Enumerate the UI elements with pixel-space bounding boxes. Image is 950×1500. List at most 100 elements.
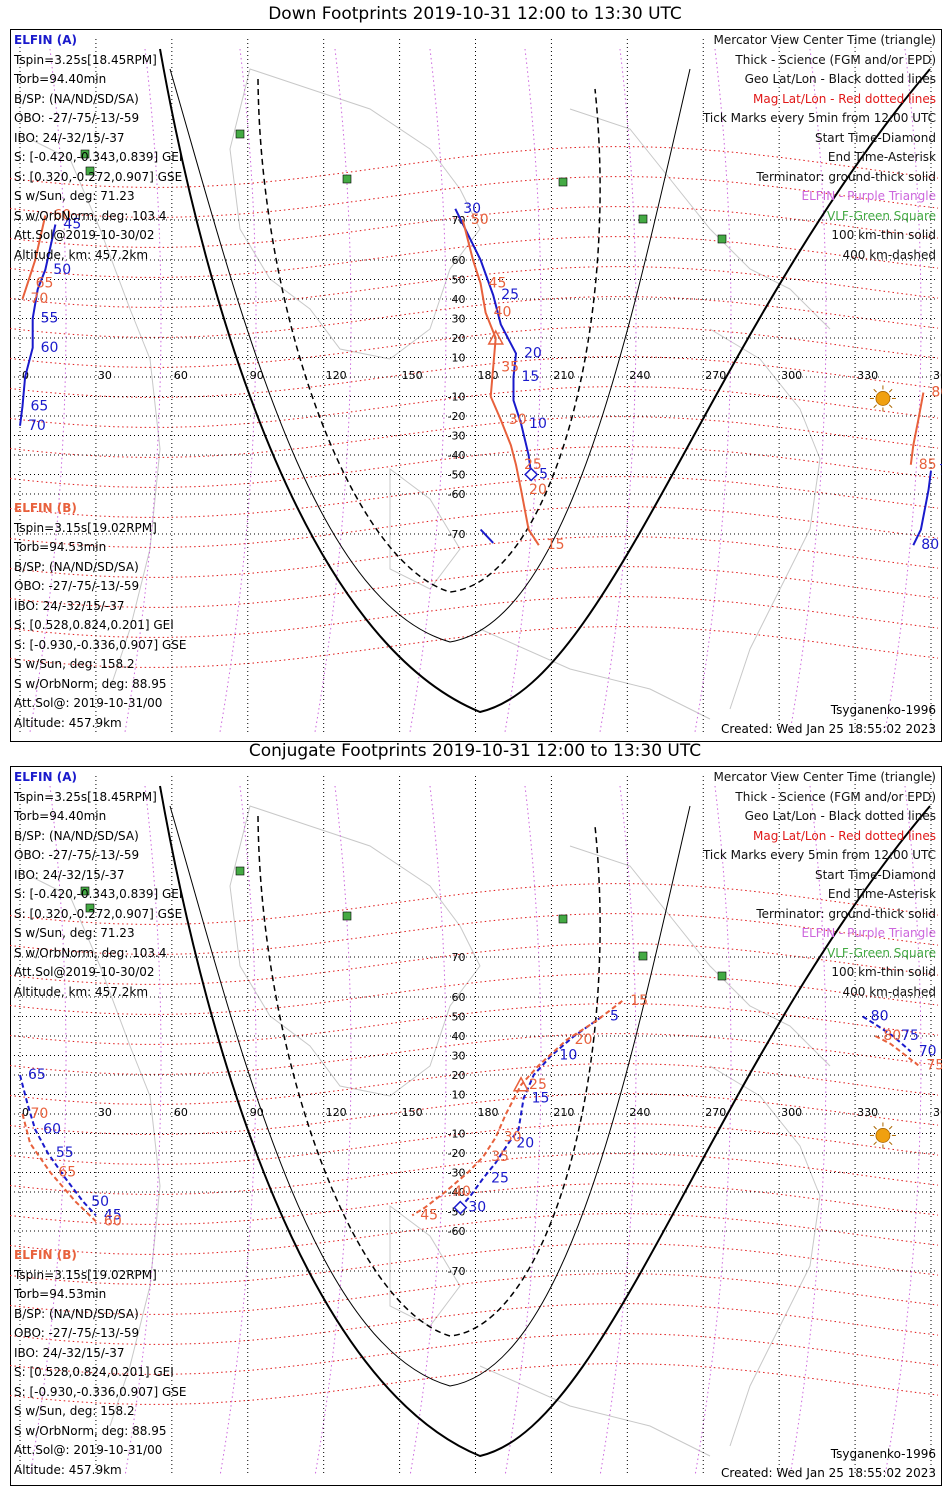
elfin-a-line: Tspin=3.25s[18.45RPM] [14,52,157,67]
legend-item: Thick - Science (FGM and/or EPD) [735,789,936,804]
center-time-triangle-icon [512,1076,530,1092]
track-tick-label: 50 [53,262,71,278]
track-tick-label: 30 [509,412,527,428]
coastline [569,108,831,330]
lon-tick-label: 300 [781,1106,802,1119]
lat-tick-label: 30 [452,1050,466,1063]
coastline [229,68,481,360]
track-tick-label: 60 [53,208,71,224]
lat-tick-label: 50 [452,1011,466,1024]
elfin-b-line: Att.Sol@: 2019-10-31/00 [14,1443,163,1457]
elfin-b-line: Tspin=3.15s[19.02RPM] [14,520,157,535]
lon-tick-label: 330 [857,369,878,382]
mag-longitude-line [884,48,922,733]
track-tick-label: 50 [91,1194,109,1210]
legend-item: End Time-Asterisk [827,887,936,901]
sun-ray [873,404,877,408]
lon-tick-label: 240 [629,1106,650,1119]
mag-longitude-line [409,48,447,733]
elfin-a-line: Att.Sol@2019-10-30/02 [14,228,155,242]
vlf-station-square [638,951,648,961]
elfin-a-line: IBO: 24/-32/15/-37 [14,130,125,145]
elfin-b-info-conjugate: ELFIN (B) Tspin=3.15s[19.02RPM] Torb=94.… [14,1246,187,1480]
elfin-b-line: B/SP: (NA/ND/SD/SA) [14,1306,139,1321]
vlf-station-square [85,166,95,176]
elfin-b-track [411,1000,623,1217]
elfin-a-line: Att.Sol@2019-10-30/02 [14,965,155,979]
legend-item: Tick Marks every 5min from 12:00 UTC [702,848,936,862]
elfin-b-line: Altitude: 457.9km [14,1462,122,1477]
mag-longitude-line [789,785,827,1477]
elfin-a-info-down: ELFIN (A) Tspin=3.25s[18.45RPM] Torb=94.… [14,31,182,265]
lon-tick-label: 180 [478,369,499,382]
mag-longitude-line [219,48,257,733]
track-tick-label: 80 [921,537,939,553]
elfin-a-line: S w/Sun, deg: 71.23 [14,926,135,940]
terminator-ground [159,785,931,1458]
track-tick-label: 30 [504,1129,522,1145]
lat-tick-label: 50 [452,274,466,287]
elfin-b-line: IBO: 24/-32/15/-37 [14,598,125,613]
lon-tick-label: 90 [250,369,264,382]
track-tick-label: 35 [501,359,519,375]
elfin-b-line: S w/Sun, deg: 158.2 [14,657,135,671]
lat-tick-label: -20 [448,1147,466,1160]
elfin-a-header: ELFIN (A) [14,770,77,784]
lon-tick-label: 150 [402,1106,423,1119]
elfin-b-track-left [21,215,47,300]
elfin-a-line: Tspin=3.25s[18.45RPM] [14,789,157,804]
down-footprints-panel: 0306090120150180210240270300330360706050… [10,29,942,742]
track-tick-label: 25 [501,287,519,303]
lon-tick-label: 270 [705,1106,726,1119]
track-tick-label: 15 [521,369,539,385]
sun-ray [873,1141,877,1145]
lat-tick-label: -10 [448,391,466,404]
model-label-down: Tsyganenko-1996 [830,702,936,717]
lat-tick-label: -60 [448,1225,466,1238]
panel-title-down: Down Footprints 2019-10-31 12:00 to 13:3… [268,4,682,24]
legend-item: Mercator View Center Time (triangle) [713,33,936,47]
track-tick-label: 80 [931,385,942,401]
track-tick-label: 55 [41,311,59,327]
legend-item: 100 km-thin solid [831,228,936,242]
track-tick-label: 65 [58,1165,76,1181]
track-tick-label: 70 [919,1044,937,1060]
vlf-station-square [235,129,245,139]
mag-longitude-line [219,785,257,1477]
lat-tick-label: -40 [448,449,466,462]
legend-item: Mag Lat/Lon - Red dotted lines [752,828,936,843]
elfin-a-track-left [19,224,57,426]
lon-tick-label: 360 [933,1106,942,1119]
elfin-b-line: S w/OrbNorm, deg: 88.95 [14,676,167,691]
legend-item: Start Time-Diamond [814,867,936,882]
elfin-b-line: S: [0.528,0.824,0.201] GEI [14,1365,174,1379]
elfin-b-line: S: [0.528,0.824,0.201] GEI [14,618,174,632]
elfin-a-track-end [479,528,494,544]
mag-longitude-line [124,48,162,733]
vlf-station-square [638,214,648,224]
track-tick-label: 10 [559,1048,577,1064]
created-label-conjugate: Created: Wed Jan 25 18:55:02 2023 [721,1465,936,1480]
track-tick-label: 80 [883,1028,901,1044]
legend-item: Terminator: ground-thick solid [756,169,936,184]
track-tick-label: 15 [532,1090,550,1106]
elfin-a-line: S: [0.320,-0.272,0.907] GSE [14,906,183,921]
lon-tick-label: 60 [174,369,188,382]
elfin-b-line: Altitude: 457.9km [14,715,122,730]
track-tick-label: 60 [43,1122,61,1138]
start-diamond-icon [453,1200,468,1215]
vlf-station-square [342,911,352,921]
legend-item: VLF-Green Square [827,208,936,223]
terminator-400km [257,78,601,593]
legend-item: 400 km-dashed [842,247,936,262]
track-tick-label: 25 [529,1077,547,1093]
elfin-a-track [459,1015,603,1209]
elfin-b-line: Torb=94.53min [14,1287,107,1301]
terminator-ground [159,48,931,714]
elfin-a-line: S w/Sun, deg: 71.23 [14,189,135,203]
coastline [29,138,161,690]
start-diamond-icon [524,467,539,482]
track-tick-label: 75 [926,1057,942,1073]
track-tick-label: 80 [871,1009,889,1025]
lat-tick-label: 20 [452,1069,466,1082]
